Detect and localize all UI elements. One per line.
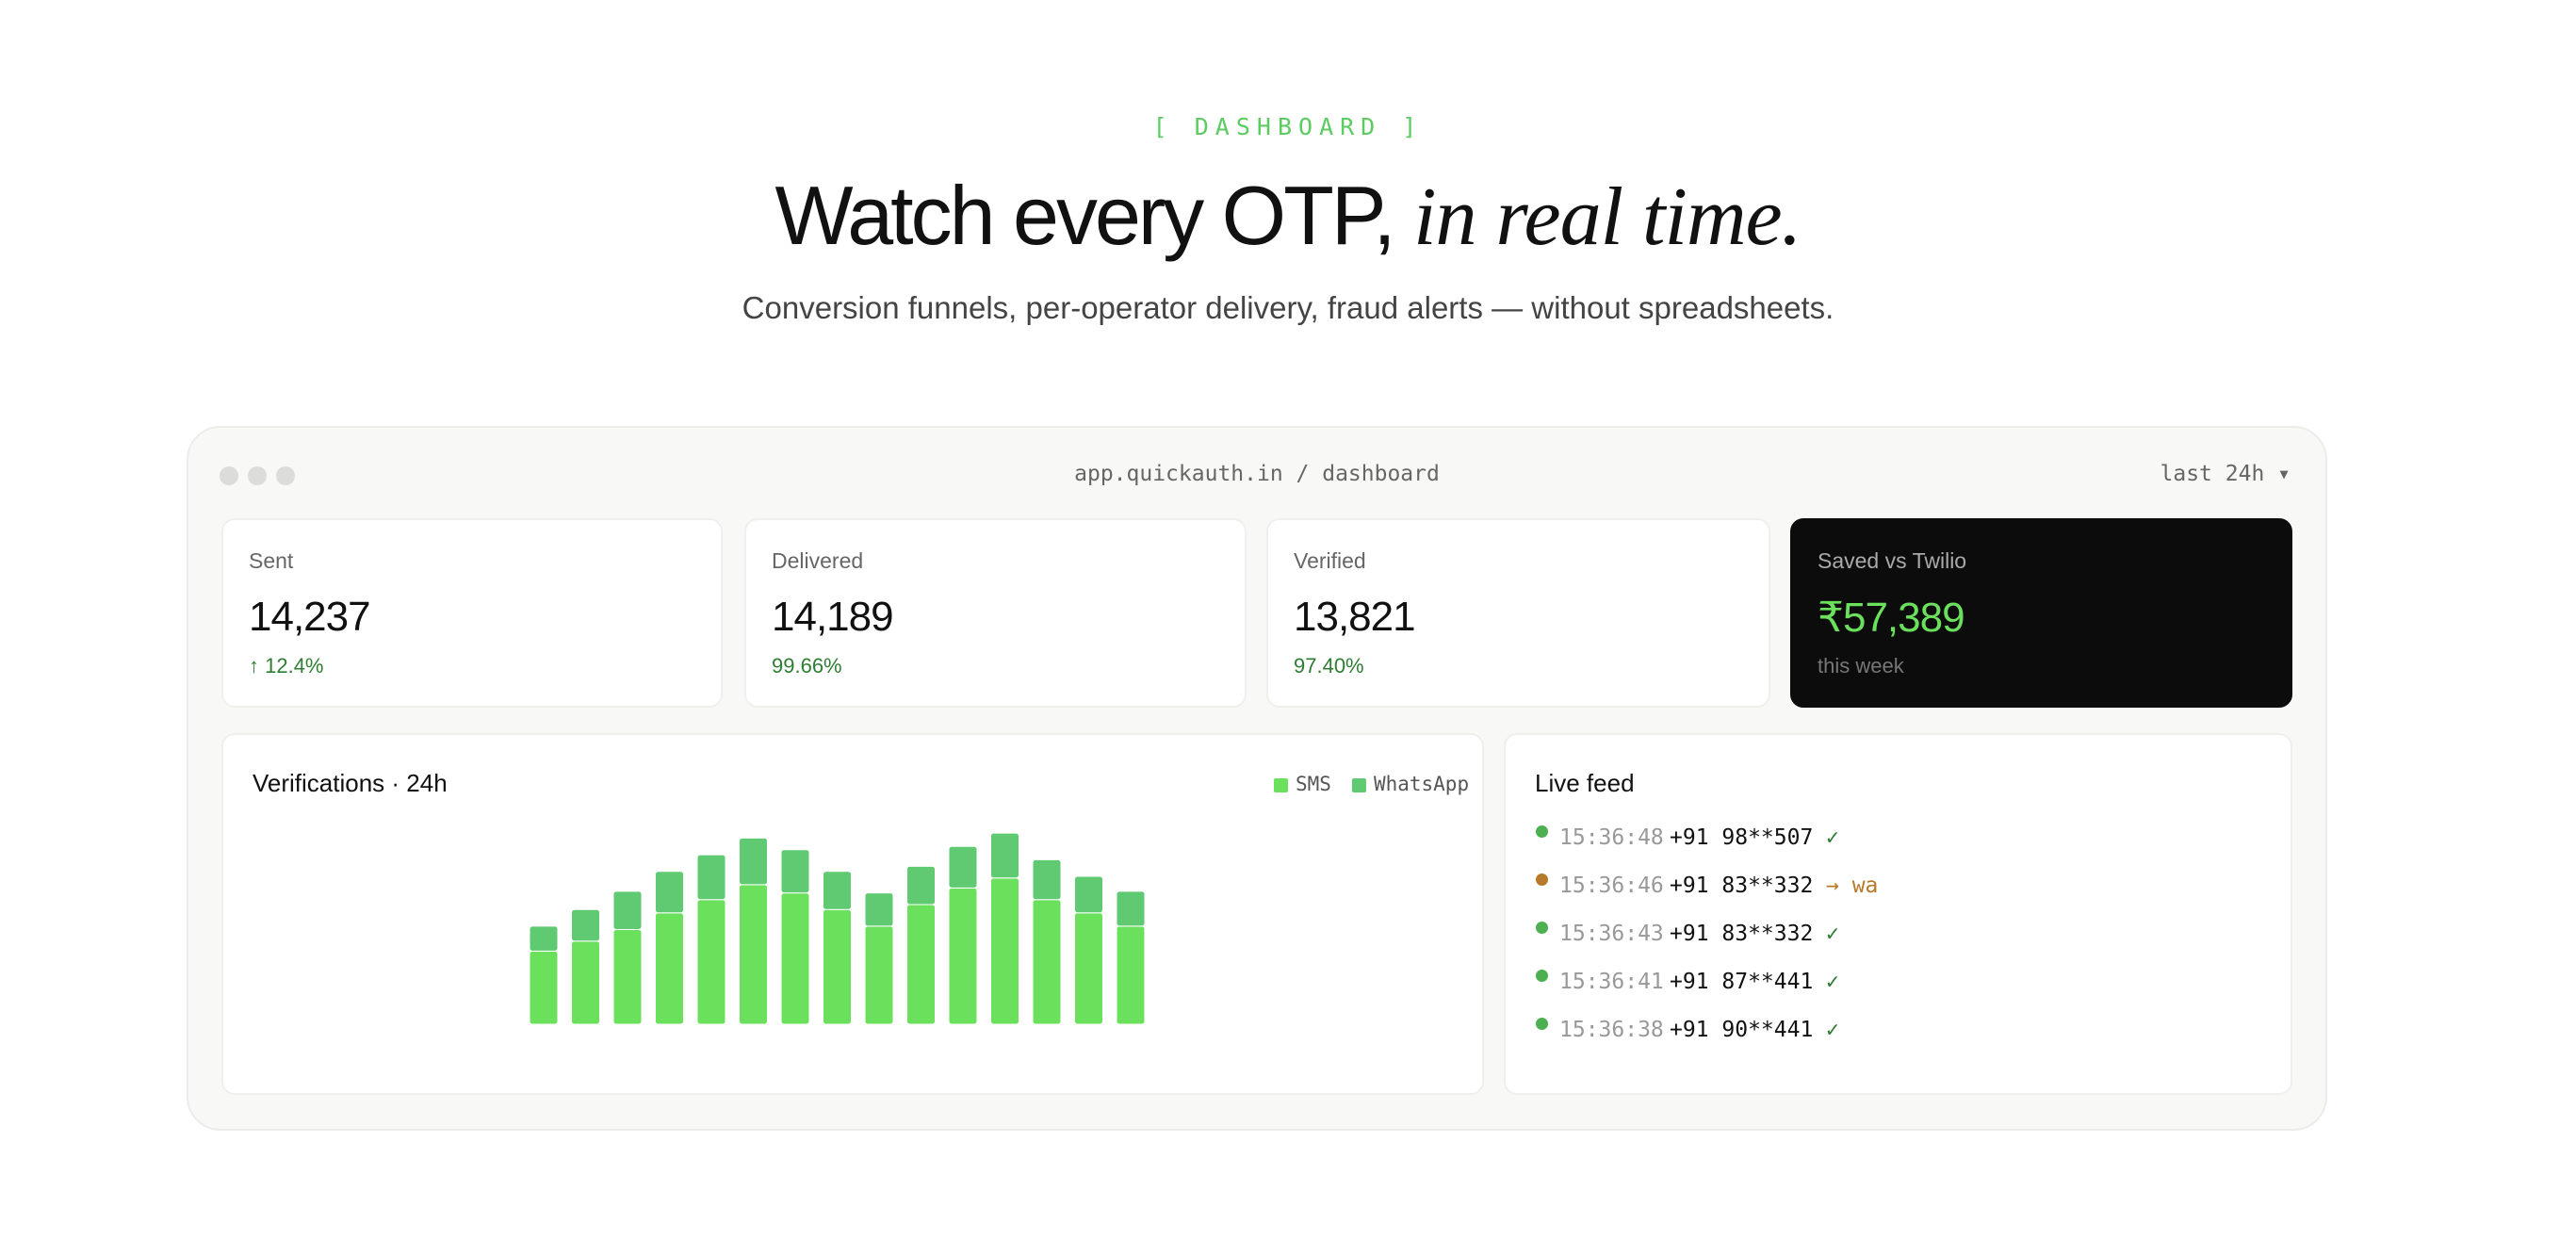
legend-label: SMS <box>1296 773 1331 795</box>
bar-segment <box>948 887 978 1025</box>
headline: Watch every OTP, in real time. <box>0 168 2576 265</box>
window-dot <box>248 466 267 485</box>
feed-phone: +91 83**332 <box>1670 873 1814 898</box>
bar-segment <box>1074 912 1103 1025</box>
bar-segment <box>1116 925 1146 1025</box>
card-label: Sent <box>249 548 294 573</box>
chart-panel: Verifications · 24h SMS WhatsApp <box>221 733 1484 1095</box>
bar-segment <box>655 871 684 914</box>
bar-segment <box>529 925 559 952</box>
bar-segment <box>864 892 894 927</box>
feed-time: 15:36:46 <box>1559 873 1664 898</box>
card-note: 99.66% <box>772 654 842 677</box>
bar-segment <box>655 912 684 1025</box>
bar-segment <box>906 865 936 906</box>
feed-row: 15:36:43 +91 83**332 ✓ <box>1506 922 2288 950</box>
bar-segment <box>780 849 810 894</box>
card-note: this week <box>1818 654 1904 677</box>
bar-segment <box>571 908 600 942</box>
card-value: 14,189 <box>772 594 894 640</box>
eyebrow: [ DASHBOARD ] <box>1152 113 1424 140</box>
bar-segment <box>696 899 726 1025</box>
status-dot <box>1536 922 1548 934</box>
card-value: 13,821 <box>1294 594 1416 640</box>
feed-phone: +91 98**507 <box>1670 825 1814 850</box>
bar-segment <box>1074 875 1103 914</box>
bar-segment <box>1032 858 1062 901</box>
card-label: Verified <box>1294 548 1366 573</box>
legend-label: WhatsApp <box>1374 773 1469 795</box>
status-dot <box>1536 1018 1548 1030</box>
feed-row: 15:36:38 +91 90**441 ✓ <box>1506 1018 2288 1046</box>
card-note: ↑ 12.4% <box>249 654 324 677</box>
feed-time: 15:36:38 <box>1559 1018 1664 1042</box>
card-label: Saved vs Twilio <box>1818 548 1967 573</box>
bar-segment <box>948 845 978 889</box>
window-dot <box>220 466 238 485</box>
bar-segment <box>780 892 810 1025</box>
card-label: Delivered <box>772 548 864 573</box>
bar-segment <box>1032 899 1062 1025</box>
bar-segment <box>571 940 600 1025</box>
feed-status: → wa <box>1826 873 1879 898</box>
bar-segment <box>529 950 559 1025</box>
card-note: 97.40% <box>1294 654 1364 677</box>
feed-status: ✓ <box>1826 922 1839 946</box>
feed-row: 15:36:41 +91 87**441 ✓ <box>1506 970 2288 998</box>
bar-segment <box>823 871 852 910</box>
bar-segment <box>906 904 936 1025</box>
feed-status: ✓ <box>1826 970 1839 994</box>
feed-phone: +91 83**332 <box>1670 922 1814 946</box>
bar-segment <box>612 928 643 1025</box>
status-dot <box>1536 970 1548 982</box>
feed-phone: +91 87**441 <box>1670 970 1814 994</box>
bar-segment <box>739 884 768 1025</box>
legend-swatch <box>1274 778 1288 792</box>
headline-main: Watch every OTP, <box>774 169 1395 262</box>
stat-card: Delivered 14,189 99.66% <box>744 518 1247 708</box>
feed-panel: Live feed 15:36:48 +91 98**507 ✓ 15:36:46 +9… <box>1504 733 2292 1095</box>
range-select[interactable]: last 24h ▾ <box>2160 462 2291 486</box>
bar-segment <box>1116 890 1146 927</box>
chart-title: Verifications · 24h <box>253 769 448 797</box>
bar-segment <box>823 908 852 1025</box>
card-value: 14,237 <box>249 594 371 640</box>
legend-swatch <box>1351 778 1366 792</box>
feed-time: 15:36:41 <box>1559 970 1664 994</box>
bar-segment <box>739 837 768 886</box>
subtitle: Conversion funnels, per-operator deliver… <box>742 290 1834 325</box>
feed-row: 15:36:48 +91 98**507 ✓ <box>1506 825 2288 854</box>
bar-segment <box>696 854 726 901</box>
stat-card: Sent 14,237 ↑ 12.4% <box>221 518 723 708</box>
status-dot <box>1536 825 1548 838</box>
feed-time: 15:36:48 <box>1559 825 1664 850</box>
url: app.quickauth.in / dashboard <box>1074 462 1440 486</box>
window-dot <box>276 466 295 485</box>
card-value: ₹57,389 <box>1818 595 1965 641</box>
feed-row: 15:36:46 +91 83**332 → wa <box>1506 873 2288 902</box>
bar-segment <box>990 832 1019 879</box>
headline-italic: in real time. <box>1413 171 1802 263</box>
chart: SMS WhatsApp <box>529 773 1469 1025</box>
stat-card: Verified 13,821 97.40% <box>1266 518 1770 708</box>
status-dot <box>1536 873 1548 886</box>
feed-status: ✓ <box>1826 825 1839 850</box>
bar-segment <box>990 877 1019 1025</box>
stat-card: Saved vs Twilio ₹57,389 this week <box>1790 518 2292 708</box>
feed-phone: +91 90**441 <box>1670 1018 1814 1042</box>
bar-segment <box>612 890 643 930</box>
feed-time: 15:36:43 <box>1559 922 1664 946</box>
feed-title: Live feed <box>1535 769 1635 797</box>
feed-status: ✓ <box>1826 1018 1839 1042</box>
bar-segment <box>864 925 894 1025</box>
